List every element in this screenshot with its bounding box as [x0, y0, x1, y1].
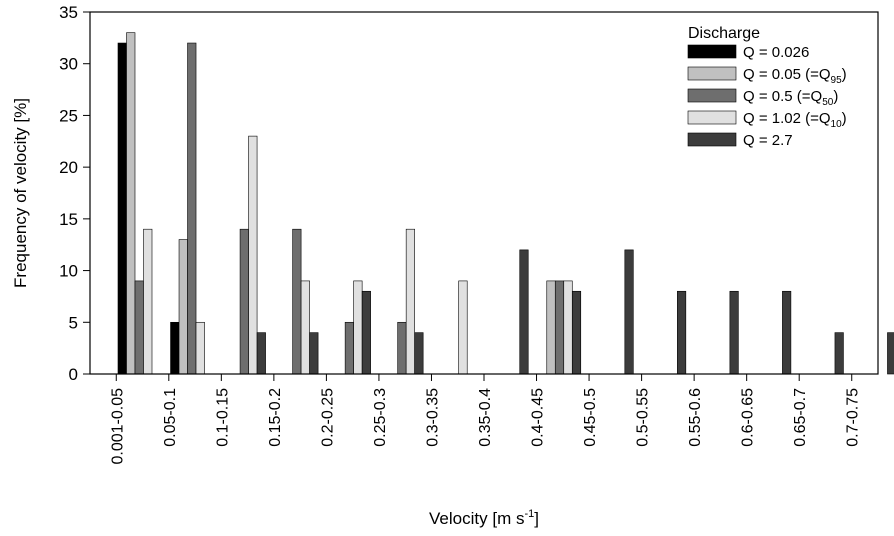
bar — [309, 332, 319, 375]
legend-swatch — [687, 132, 737, 147]
x-tick-label: 0.35-0.4 — [477, 388, 494, 447]
bar — [414, 332, 424, 375]
bar — [187, 42, 197, 375]
bar — [353, 280, 363, 375]
x-tick-label: 0.25-0.3 — [372, 388, 389, 447]
legend-swatch — [687, 66, 737, 81]
legend-entry: Q = 2.7 — [743, 132, 793, 149]
y-axis-label: Frequency of velocity [%] — [11, 98, 30, 288]
x-tick-label: 0.6-0.65 — [740, 388, 757, 447]
legend-swatch — [687, 44, 737, 59]
bar — [458, 280, 468, 375]
x-tick-label: 0.001-0.05 — [109, 388, 126, 465]
bar — [292, 228, 302, 375]
y-axis: 0 5 10 15 20 25 30 35 — [59, 3, 90, 384]
bar — [624, 249, 634, 375]
y-tick-label: 35 — [59, 3, 78, 22]
bar — [248, 135, 258, 375]
x-axis: 0.001-0.05 0.05-0.1 0.1-0.15 0.15-0.2 0.2-0.… — [109, 374, 862, 465]
bar — [178, 239, 188, 375]
y-tick-label: 25 — [59, 106, 78, 125]
bar — [344, 321, 354, 375]
x-tick-label: 0.2-0.25 — [319, 388, 336, 447]
bar — [571, 290, 582, 375]
x-tick-label: 0.15-0.2 — [267, 388, 284, 447]
x-tick-label: 0.1-0.15 — [214, 388, 231, 447]
bar — [405, 228, 415, 375]
bar — [519, 249, 529, 375]
y-tick-label: 5 — [69, 313, 78, 332]
x-tick-label: 0.7-0.75 — [845, 388, 862, 447]
y-tick-label: 20 — [59, 158, 78, 177]
y-tick-label: 10 — [59, 262, 78, 281]
legend-entry: Q = 1.02 (=Q10) — [743, 110, 847, 130]
bar — [397, 321, 407, 375]
bar — [170, 321, 180, 375]
bar — [554, 280, 565, 375]
legend-swatch — [687, 88, 737, 103]
y-tick-label: 30 — [59, 55, 78, 74]
legend-entry: Q = 0.026 — [743, 44, 809, 61]
bar — [195, 321, 205, 375]
legend-entry: Q = 0.5 (=Q50) — [743, 88, 838, 108]
x-axis-label: Velocity [m s-1] — [429, 508, 539, 528]
bar — [563, 280, 573, 375]
y-tick-label: 0 — [69, 365, 78, 384]
x-tick-label: 0.3-0.35 — [424, 388, 441, 447]
bar — [134, 280, 144, 375]
bar — [887, 332, 894, 375]
x-tick-label: 0.4-0.45 — [530, 388, 547, 447]
y-tick-label: 15 — [59, 210, 78, 229]
legend-swatch — [687, 110, 737, 125]
x-tick-label: 0.05-0.1 — [162, 388, 179, 447]
legend-entry: Q = 0.05 (=Q95) — [743, 66, 847, 86]
bars-layer — [117, 32, 894, 375]
bar — [126, 32, 136, 375]
x-tick-label: 0.55-0.6 — [687, 388, 704, 447]
x-tick-label: 0.5-0.55 — [635, 388, 652, 447]
bar — [834, 332, 844, 375]
bar — [729, 290, 739, 375]
x-tick-label: 0.45-0.5 — [582, 388, 599, 447]
x-tick-label: 0.65-0.7 — [792, 388, 809, 447]
bar — [546, 280, 556, 375]
bar — [361, 290, 371, 375]
legend: Discharge Q = 0.026 Q = 0.05 (=Q95)Q = 0.… — [687, 25, 847, 149]
bar — [143, 228, 153, 375]
bar — [117, 42, 127, 375]
bar — [239, 228, 249, 375]
bar — [300, 280, 310, 375]
legend-title: Discharge — [688, 25, 760, 42]
bar — [677, 290, 687, 375]
bar — [256, 332, 266, 375]
bar — [782, 290, 792, 375]
